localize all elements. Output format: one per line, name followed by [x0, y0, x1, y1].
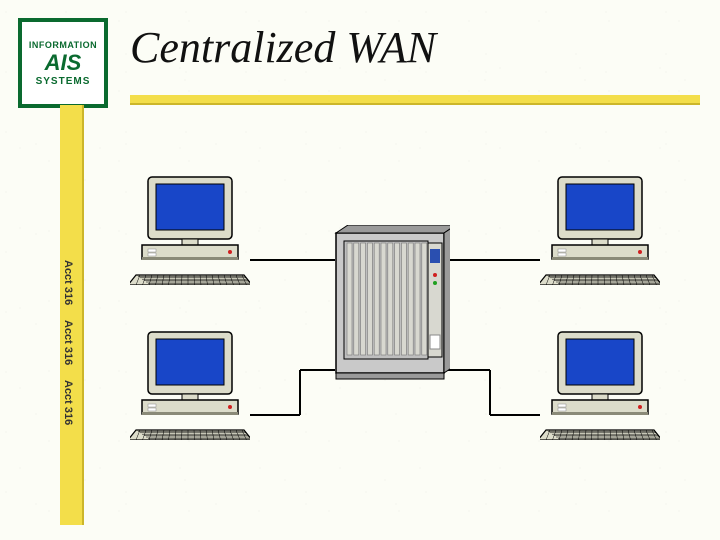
computer-node	[130, 330, 250, 445]
computer-node	[540, 330, 660, 445]
computer-node	[540, 175, 660, 290]
server-node	[330, 225, 450, 390]
computer-node	[130, 175, 250, 290]
